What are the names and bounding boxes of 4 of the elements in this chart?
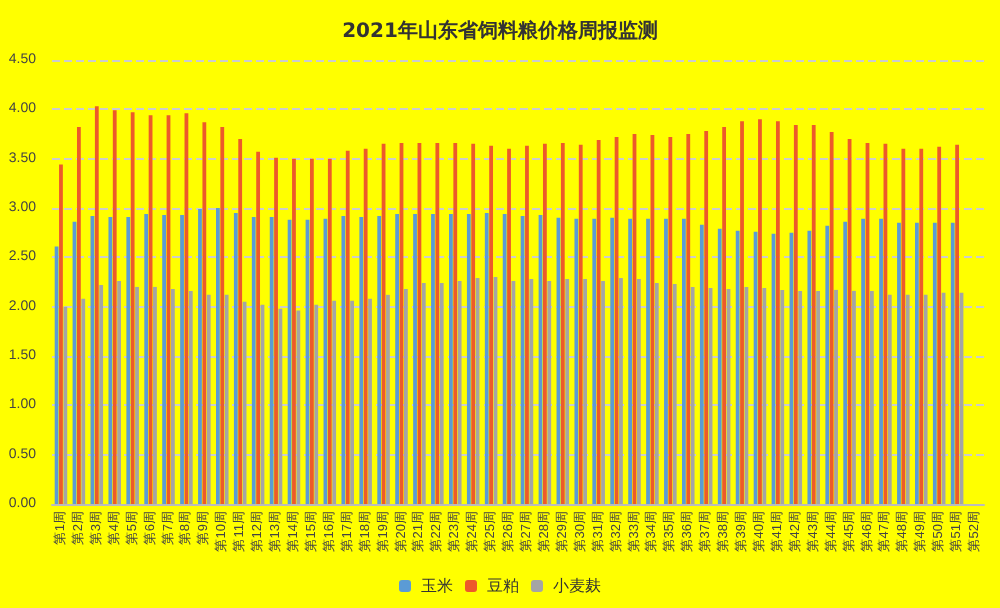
chart-title: 2021年山东省饲料粮价格周报监测 <box>342 19 658 43</box>
legend-label: 小麦麸 <box>553 577 601 595</box>
legend-label: 豆粕 <box>487 577 519 595</box>
legend-label: 玉米 <box>421 577 453 595</box>
